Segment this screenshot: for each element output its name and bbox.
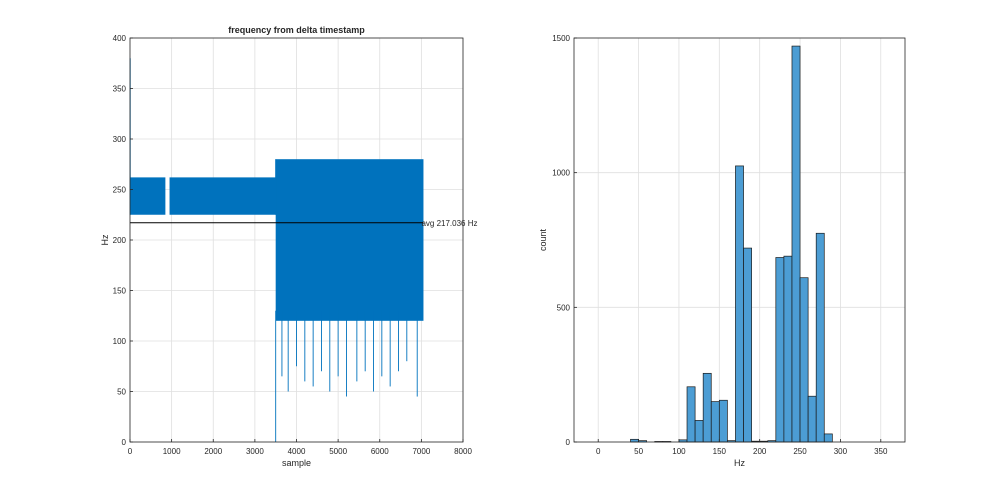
y-tick-label: 250 (113, 186, 127, 195)
x-tick-labels: 0 50 100 150 200 250 300 350 (596, 439, 888, 456)
x-tick-label: 350 (874, 447, 888, 456)
histogram-bar (710, 401, 720, 443)
histogram-bar (743, 247, 752, 443)
x-axis-label: Hz (734, 458, 745, 468)
y-tick-label: 50 (117, 388, 126, 397)
x-tick-label: 4000 (288, 447, 306, 456)
x-tick-label: 100 (672, 447, 686, 456)
histogram-bar (694, 420, 704, 443)
y-axis-label: count (538, 228, 548, 251)
y-tick-label: 1000 (552, 169, 570, 178)
histogram-bar (799, 277, 809, 443)
x-tick-label: 7000 (412, 447, 430, 456)
histogram-bar (686, 386, 696, 443)
series-line (129, 58, 424, 442)
y-tick-label: 100 (113, 337, 127, 346)
x-axis-label: sample (282, 458, 311, 468)
y-tick-label: 150 (113, 287, 127, 296)
x-tick-labels: 0 1000 2000 3000 4000 5000 6000 7000 8000 (128, 439, 472, 456)
histogram-bar (735, 165, 744, 443)
line-chart: frequency from delta timestamp avg 217.0… (100, 25, 478, 468)
y-axis-label: Hz (100, 234, 110, 245)
y-tick-label: 1500 (552, 34, 570, 43)
y-tick-labels: 0 50 100 150 200 250 300 350 400 (113, 34, 133, 447)
x-tick-label: 150 (713, 447, 727, 456)
y-tick-label: 0 (122, 438, 127, 447)
histogram-bar (823, 433, 833, 443)
x-tick-label: 300 (834, 447, 848, 456)
signal-band (275, 159, 424, 321)
histogram-bar (718, 399, 728, 443)
x-tick-label: 2000 (204, 447, 222, 456)
x-tick-label: 0 (128, 447, 133, 456)
histogram-bar (630, 438, 639, 443)
average-label: avg 217.036 Hz (421, 219, 477, 228)
x-tick-label: 1000 (163, 447, 181, 456)
histogram-bar (807, 395, 817, 443)
x-tick-label: 250 (793, 447, 807, 456)
y-tick-label: 400 (113, 34, 127, 43)
histogram-chart: 0 50 100 150 200 250 300 350 0 500 1000 1500 Hz co… (538, 34, 906, 468)
plot-frame (573, 37, 906, 443)
x-tick-label: 200 (753, 447, 767, 456)
x-tick-label: 6000 (371, 447, 389, 456)
y-tick-labels: 0 500 1000 1500 (552, 34, 577, 447)
x-tick-label: 50 (634, 447, 643, 456)
histogram-bar (702, 372, 712, 443)
signal-band (130, 177, 166, 215)
histogram-bar (791, 45, 801, 443)
histogram-bar (783, 255, 793, 443)
histogram-bar (815, 232, 825, 443)
histogram-bars (630, 45, 833, 443)
x-tick-label: 3000 (246, 447, 264, 456)
chart-title: frequency from delta timestamp (228, 25, 365, 35)
x-tick-label: 0 (596, 447, 601, 456)
signal-band (169, 177, 276, 215)
x-tick-label: 5000 (329, 447, 347, 456)
histogram-bar (775, 257, 785, 443)
y-tick-label: 300 (113, 135, 127, 144)
y-tick-label: 0 (566, 438, 571, 447)
y-tick-label: 500 (557, 303, 571, 312)
y-tick-label: 350 (113, 85, 127, 94)
y-tick-label: 200 (113, 236, 127, 245)
x-tick-label: 8000 (454, 447, 472, 456)
